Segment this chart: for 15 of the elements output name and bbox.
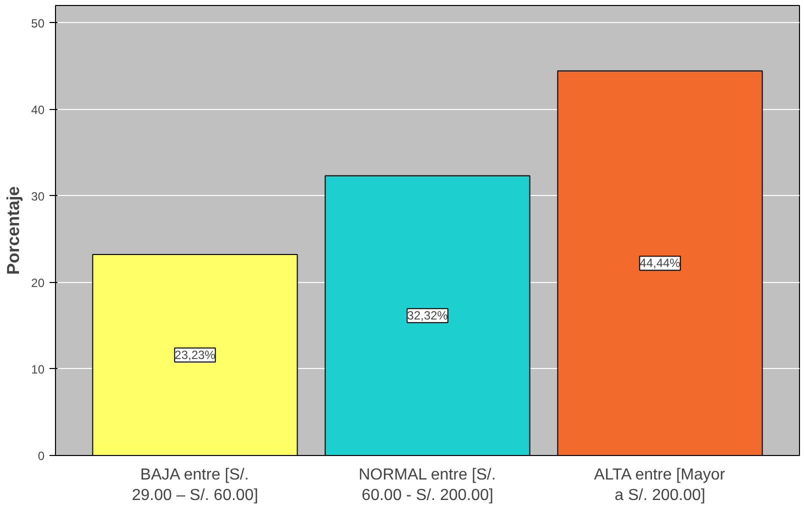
y-axis-title: Porcentaje	[3, 186, 24, 275]
y-tick-label: 40	[31, 102, 45, 117]
y-tick-label: 50	[31, 16, 45, 30]
y-tick-label: 10	[31, 362, 45, 376]
bar	[324, 175, 530, 456]
x-tick-label: ALTA entre [Mayor a S/. 200.00]	[594, 466, 726, 504]
y-tick-label: 0	[38, 449, 45, 463]
data-label: 23,23%	[174, 348, 216, 362]
data-label: 32,32%	[407, 308, 448, 323]
x-tick-label: NORMAL entre [S/. 60.00 - S/. 200.00]	[358, 466, 496, 504]
bar	[557, 70, 763, 456]
bar	[92, 254, 298, 456]
y-tick-label: 30	[31, 189, 45, 204]
x-tick-label: BAJA entre [S/. 29.00 – S/. 60.00]	[132, 466, 258, 504]
y-tick-label: 20	[31, 276, 45, 290]
